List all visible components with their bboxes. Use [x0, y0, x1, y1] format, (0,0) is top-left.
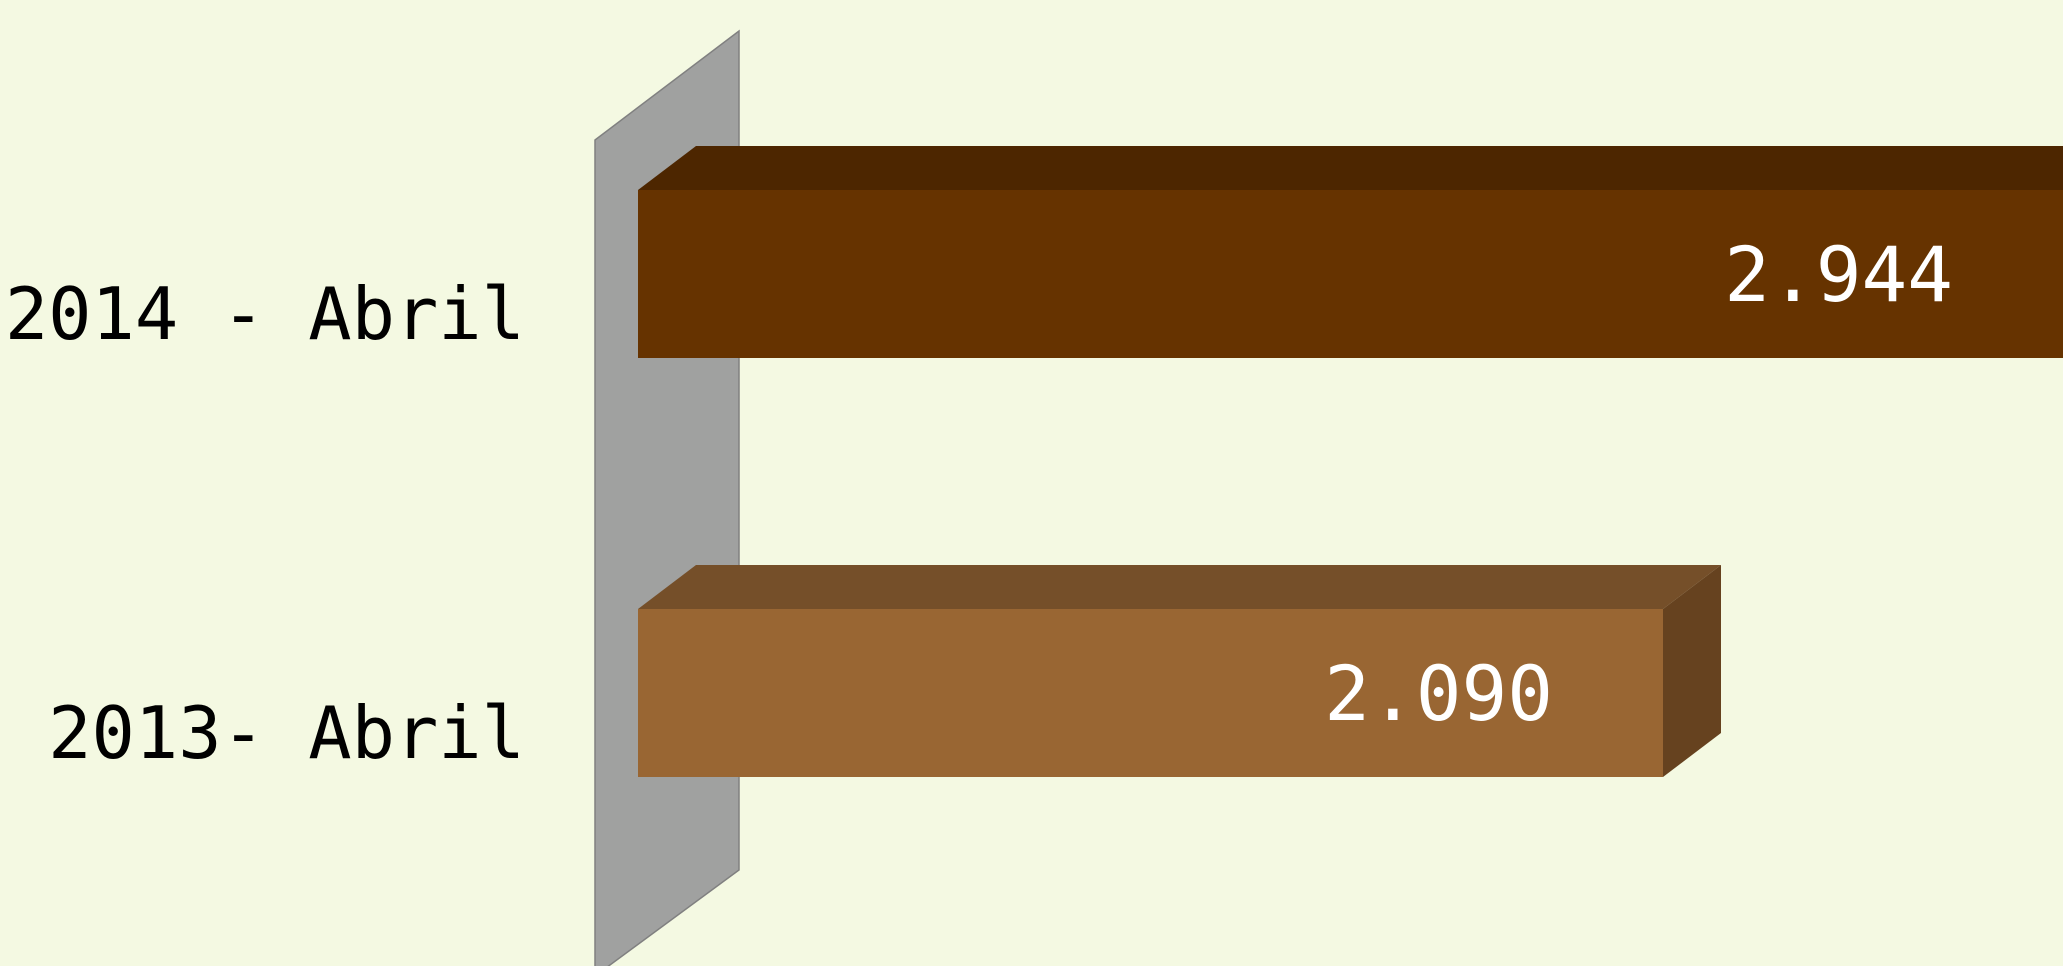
value-label: 2.090 [1324, 649, 1553, 738]
labels-group: 2.944 2014 - Abril 2.090 2013- Abril [5, 230, 1953, 775]
bar-0 [638, 146, 2063, 358]
bars-group [638, 146, 2063, 777]
bar-front-face [638, 609, 1663, 777]
bar-side-face [1663, 565, 1721, 777]
bar-1 [638, 565, 1721, 777]
bar-top-face [638, 146, 2063, 190]
category-label: 2014 - Abril [5, 272, 525, 356]
bar-front-face [638, 190, 2063, 358]
bar-top-face [638, 565, 1721, 609]
category-label: 2013- Abril [48, 691, 525, 775]
value-label: 2.944 [1724, 230, 1953, 319]
